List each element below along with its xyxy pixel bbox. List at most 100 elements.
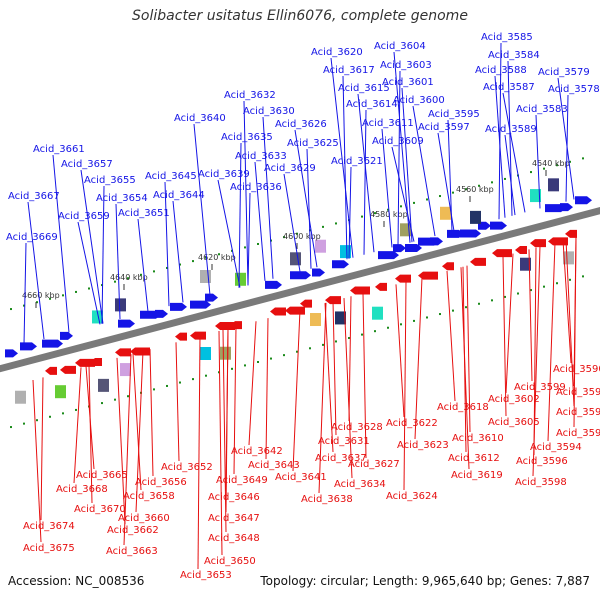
reverse-gene-arrow <box>115 348 131 357</box>
reverse-gene-arrow <box>215 322 235 331</box>
reverse-leader-line <box>466 265 471 433</box>
forward-gene-label: Acid_3578 <box>548 84 600 95</box>
reverse-leader-line <box>324 303 334 453</box>
track-dot <box>335 340 337 343</box>
forward-gene-label: Acid_3614 <box>346 99 398 110</box>
reverse-gene-arrow <box>230 321 242 330</box>
reverse-label-lines <box>32 236 577 570</box>
feature-box <box>440 206 451 220</box>
forward-leader-line <box>494 75 506 218</box>
reverse-leader-line <box>446 270 456 402</box>
reverse-leader-line <box>565 239 575 407</box>
track-dot <box>218 371 220 374</box>
reverse-leader-line <box>332 300 337 436</box>
track-dot <box>556 282 558 285</box>
reverse-gene-label: Acid_3594 <box>530 442 582 453</box>
feature-box <box>200 347 211 360</box>
reverse-leader-line <box>116 357 126 525</box>
reverse-leader-line <box>547 242 556 442</box>
track-dot <box>296 350 298 353</box>
track-dot <box>517 292 519 295</box>
track-dot <box>114 280 116 283</box>
reverse-gene-label: Acid_3658 <box>123 491 175 502</box>
reverse-gene-arrow <box>492 249 512 258</box>
tick-label: 4660 kbp <box>22 291 60 300</box>
reverse-leader-line <box>222 329 227 533</box>
forward-gene-label: Acid_3655 <box>84 175 136 186</box>
track-dot <box>569 278 571 281</box>
tick-label: 4640 kbp <box>110 273 148 282</box>
forward-leader-line <box>164 181 170 307</box>
track-dot <box>543 285 545 288</box>
track-dot <box>23 304 25 307</box>
forward-gene-label: Acid_3604 <box>374 41 426 52</box>
forward-leader-line <box>504 134 516 216</box>
track-dot <box>231 367 233 370</box>
reverse-gene-label: Acid_3660 <box>118 513 170 524</box>
forward-gene-label: Acid_3629 <box>264 163 316 174</box>
forward-gene-label: Acid_3661 <box>33 144 85 155</box>
reverse-gene-label: Acid_3631 <box>318 436 370 447</box>
reverse-gene-arrow <box>565 229 577 238</box>
track-dot <box>283 236 285 239</box>
forward-gene-label: Acid_3584 <box>488 50 540 61</box>
reverse-gene-label: Acid_3646 <box>208 492 260 503</box>
forward-leader-line <box>306 148 312 269</box>
forward-leader-line <box>23 242 27 345</box>
feature-box <box>530 189 541 203</box>
track-dot <box>75 290 77 293</box>
forward-gene-label: Acid_3588 <box>475 65 527 76</box>
forward-gene-label: Acid_3595 <box>428 109 480 120</box>
track-dot <box>413 201 415 204</box>
reverse-gene-label: Acid_3649 <box>216 475 268 486</box>
reverse-leader-line <box>562 240 572 364</box>
forward-leader-line <box>217 179 241 288</box>
forward-gene-arrow <box>430 237 443 246</box>
reverse-gene-label: Acid_3653 <box>180 570 232 581</box>
reverse-gene-arrow <box>395 274 411 283</box>
track-dot <box>179 381 181 384</box>
forward-leader-line <box>137 218 149 312</box>
forward-leader-line <box>243 100 249 286</box>
track-dot <box>439 195 441 198</box>
reverse-gene-label: Acid_3618 <box>437 402 489 413</box>
forward-gene-arrow <box>170 302 187 311</box>
reverse-gene-label: Acid_3675 <box>23 543 75 554</box>
forward-gene-label: Acid_3609 <box>372 136 424 147</box>
forward-label-lines <box>23 42 575 345</box>
track-dot <box>387 208 389 211</box>
track-dot <box>205 374 207 377</box>
forward-leader-line <box>52 154 70 333</box>
track-dot <box>400 323 402 326</box>
reverse-gene-label: Acid_3638 <box>301 494 353 505</box>
reverse-gene-arrow <box>90 357 102 366</box>
feature-box <box>92 310 103 324</box>
forward-gene-arrow <box>190 300 211 309</box>
track-dot <box>140 273 142 276</box>
track-dot <box>582 275 584 278</box>
track-dot <box>244 246 246 249</box>
forward-gene-label: Acid_3657 <box>61 159 113 170</box>
reverse-leader-line <box>362 293 367 459</box>
reverse-leader-line <box>218 330 223 556</box>
reverse-gene-arrow <box>515 246 527 255</box>
reverse-gene-label: Acid_3637 <box>315 453 367 464</box>
reverse-leader-line <box>460 267 470 470</box>
track-dot <box>218 253 220 256</box>
reverse-leader-line <box>343 298 353 479</box>
reverse-gene-label: Acid_3628 <box>331 422 383 433</box>
forward-gene-label: Acid_3611 <box>362 118 414 129</box>
reverse-leader-line <box>149 349 154 477</box>
reverse-gene-label: Acid_3602 <box>488 394 540 405</box>
reverse-leader-line <box>135 350 144 513</box>
track-dot <box>504 295 506 298</box>
forward-leader-line <box>557 77 575 200</box>
reverse-gene-label: Acid_3674 <box>23 521 75 532</box>
outer-track-dots <box>10 157 584 311</box>
forward-leader-line <box>27 201 45 340</box>
track-dot <box>10 426 12 429</box>
forward-leader-line <box>254 161 266 281</box>
reverse-gene-label: Acid_3641 <box>275 472 327 483</box>
track-dot <box>49 297 51 300</box>
tick-label: 4560 kbp <box>456 185 494 194</box>
